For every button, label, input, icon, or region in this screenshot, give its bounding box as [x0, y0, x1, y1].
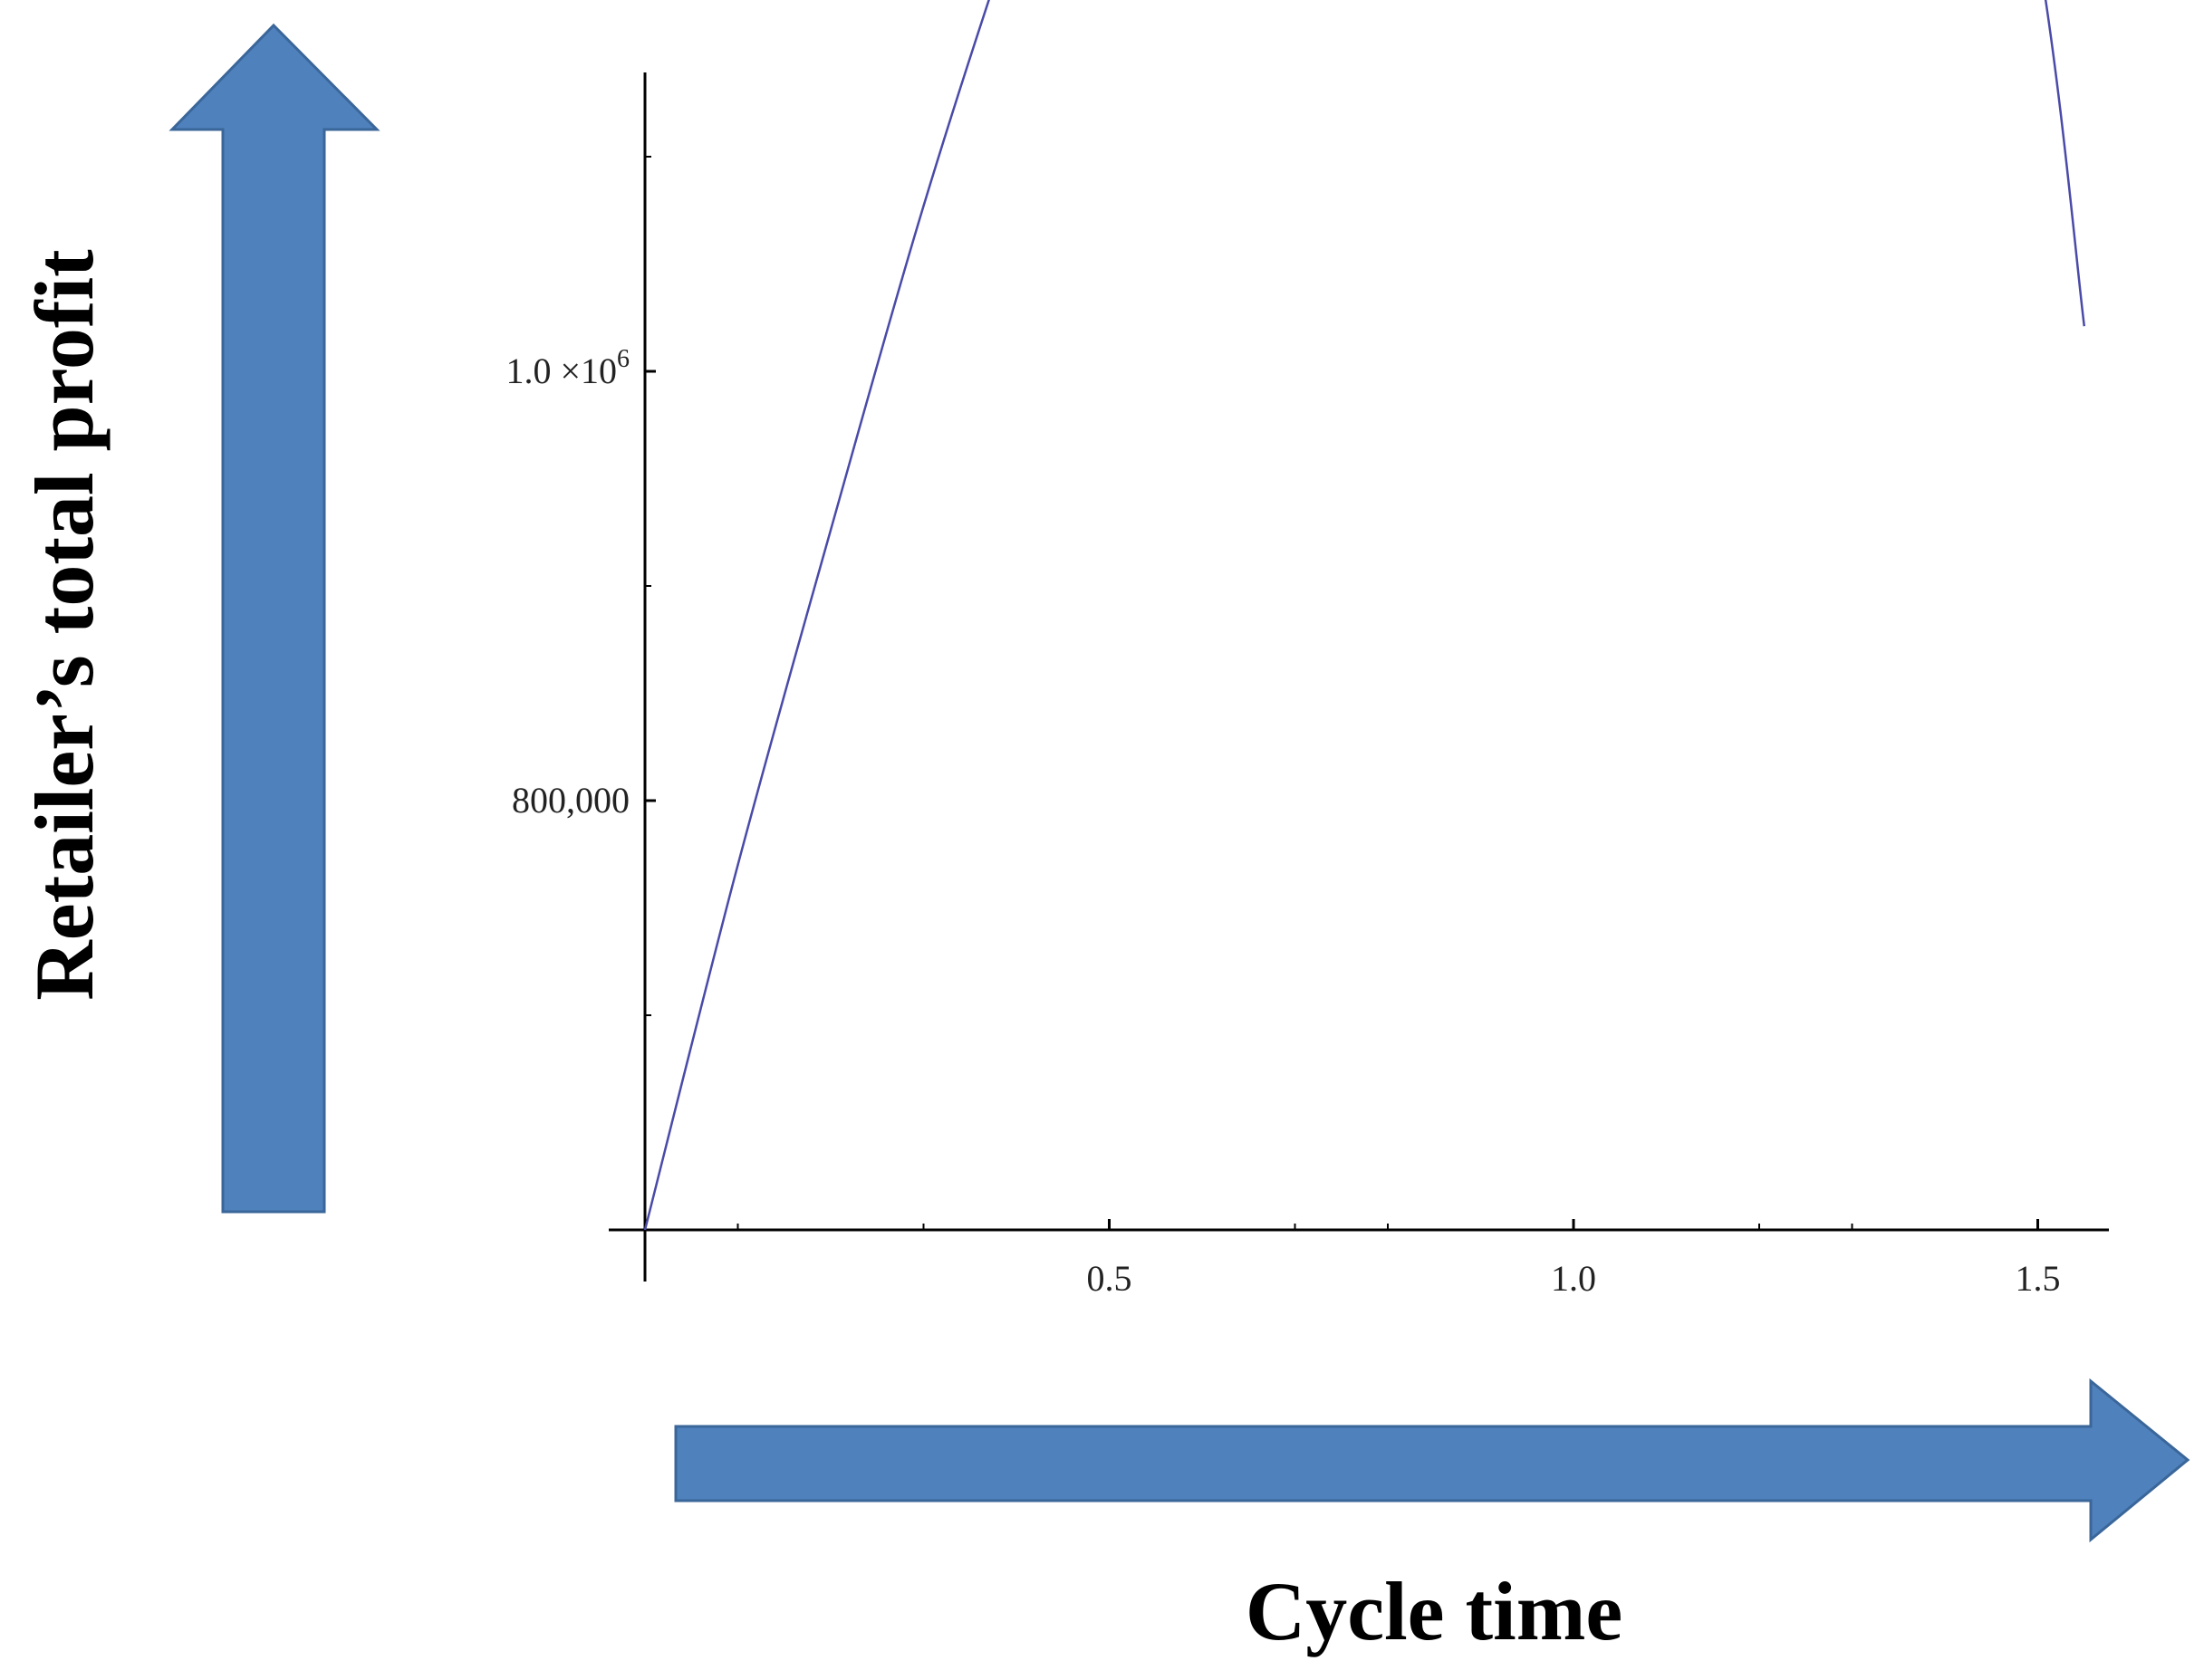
x-tick-label-1: 1.0	[1551, 1258, 1596, 1299]
tick-marks	[645, 156, 2039, 1230]
y-tick-label-1: 1.0 ×106	[505, 345, 630, 391]
x-tick-label-2: 1.5	[2016, 1258, 2061, 1299]
y-axis-title: Retailer’s total profit	[18, 249, 111, 1001]
x-direction-arrow	[674, 1378, 2190, 1543]
x-axis-title: Cycle time	[1246, 1565, 1622, 1657]
profit-curve-line	[643, 0, 2086, 1231]
y-tick-label-0: 800,000	[512, 780, 630, 821]
y-direction-arrow	[168, 23, 380, 1214]
x-tick-label-0: 0.5	[1087, 1258, 1132, 1299]
